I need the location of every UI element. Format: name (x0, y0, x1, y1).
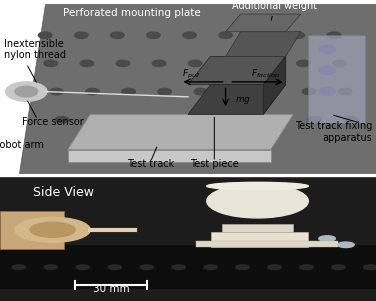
Circle shape (44, 60, 58, 67)
Circle shape (308, 116, 321, 123)
Text: Inextensible
nylon thread: Inextensible nylon thread (4, 39, 66, 60)
Circle shape (255, 32, 268, 39)
Circle shape (164, 116, 177, 123)
Circle shape (219, 32, 232, 39)
Text: $F_{pull}$: $F_{pull}$ (182, 68, 201, 81)
Circle shape (111, 32, 124, 39)
Circle shape (224, 60, 238, 67)
Circle shape (6, 82, 47, 101)
Circle shape (364, 265, 376, 269)
Text: Side View: Side View (33, 186, 94, 199)
Circle shape (55, 116, 69, 123)
Circle shape (319, 45, 335, 53)
Circle shape (297, 60, 310, 67)
Polygon shape (188, 85, 286, 114)
Circle shape (327, 32, 341, 39)
Text: $mg$: $mg$ (235, 95, 251, 106)
Polygon shape (308, 35, 365, 123)
Circle shape (319, 236, 335, 241)
Circle shape (44, 265, 58, 269)
Circle shape (338, 88, 352, 95)
Circle shape (183, 32, 196, 39)
Circle shape (194, 88, 208, 95)
Circle shape (266, 88, 280, 95)
Circle shape (268, 265, 281, 269)
Polygon shape (68, 114, 293, 150)
Text: Test piece: Test piece (190, 159, 239, 169)
Circle shape (116, 60, 130, 67)
Polygon shape (211, 232, 308, 247)
Circle shape (204, 265, 217, 269)
Circle shape (147, 32, 160, 39)
Circle shape (236, 265, 249, 269)
Circle shape (80, 60, 94, 67)
Circle shape (172, 265, 185, 269)
Circle shape (319, 67, 335, 74)
Text: Additional weight: Additional weight (232, 1, 317, 20)
Circle shape (30, 222, 75, 237)
Text: 30 mm: 30 mm (92, 284, 129, 293)
Text: Robot arm: Robot arm (0, 140, 44, 150)
Circle shape (140, 265, 153, 269)
Circle shape (76, 265, 89, 269)
Circle shape (302, 88, 316, 95)
Polygon shape (0, 176, 376, 301)
Circle shape (291, 32, 305, 39)
Polygon shape (0, 245, 376, 288)
Polygon shape (188, 56, 286, 85)
Circle shape (333, 60, 346, 67)
Circle shape (200, 116, 213, 123)
Circle shape (230, 88, 244, 95)
Circle shape (50, 88, 63, 95)
Polygon shape (226, 32, 301, 56)
Circle shape (338, 242, 354, 247)
Circle shape (91, 116, 105, 123)
Polygon shape (226, 14, 301, 32)
Text: $F_{friction}$: $F_{friction}$ (251, 68, 279, 80)
Circle shape (344, 116, 358, 123)
Polygon shape (222, 224, 293, 232)
Circle shape (74, 32, 88, 39)
Circle shape (158, 88, 171, 95)
Circle shape (122, 88, 135, 95)
Text: Test track: Test track (127, 159, 174, 169)
Circle shape (15, 217, 90, 242)
Circle shape (15, 86, 38, 97)
Circle shape (319, 88, 335, 95)
Circle shape (236, 116, 249, 123)
Circle shape (152, 60, 166, 67)
Text: Perforated mounting plate: Perforated mounting plate (63, 8, 200, 18)
Circle shape (127, 116, 141, 123)
Circle shape (261, 60, 274, 67)
Circle shape (12, 265, 26, 269)
Circle shape (300, 265, 313, 269)
Circle shape (188, 60, 202, 67)
Circle shape (272, 116, 285, 123)
Circle shape (332, 265, 345, 269)
Polygon shape (196, 241, 338, 247)
Polygon shape (0, 211, 64, 249)
Circle shape (38, 32, 52, 39)
Polygon shape (19, 4, 376, 172)
Polygon shape (263, 56, 286, 114)
Text: Force sensor: Force sensor (22, 117, 83, 127)
Circle shape (108, 265, 121, 269)
Ellipse shape (207, 182, 308, 190)
Circle shape (207, 184, 308, 218)
Circle shape (86, 88, 99, 95)
Polygon shape (68, 150, 271, 162)
Text: Test track fixing
apparatus: Test track fixing apparatus (295, 121, 372, 143)
